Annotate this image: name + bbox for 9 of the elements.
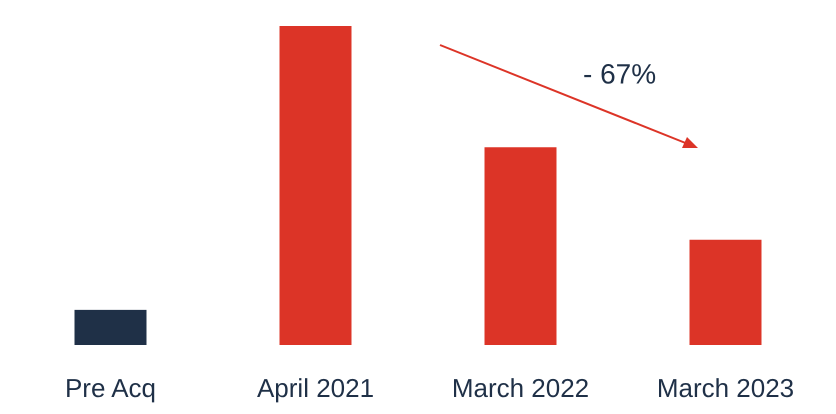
bar (74, 310, 146, 345)
x-tick-label: March 2023 (656, 373, 794, 403)
x-tick-label: Pre Acq (64, 373, 156, 403)
bar (484, 147, 556, 345)
annotation: - 67% (583, 58, 656, 90)
x-tick-label: April 2021 (256, 373, 374, 403)
bar (280, 26, 352, 345)
bar (690, 240, 762, 345)
x-tick-label: March 2022 (452, 373, 590, 403)
